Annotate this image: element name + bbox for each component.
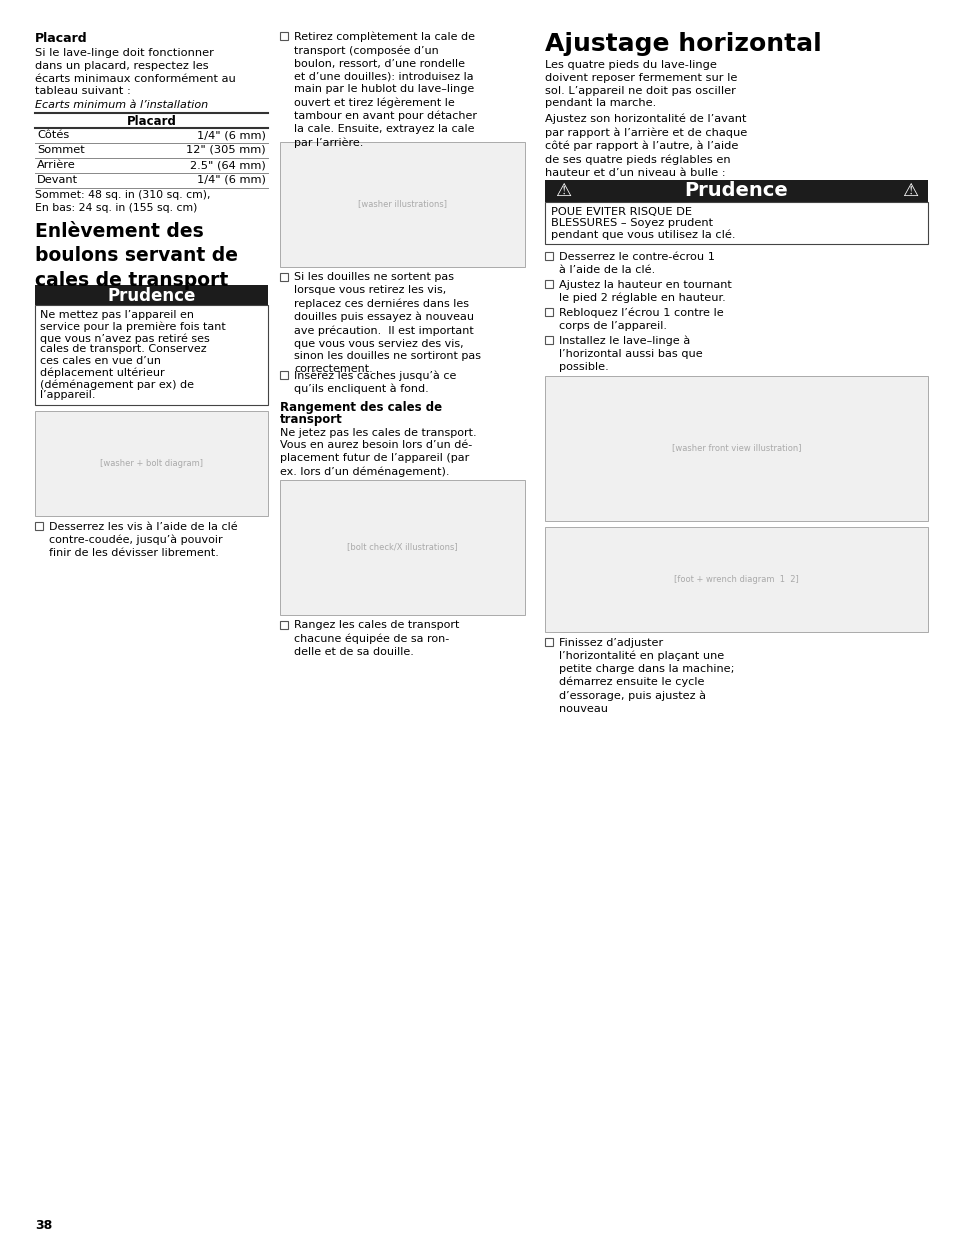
- Text: Prudence: Prudence: [107, 287, 195, 305]
- Text: déplacement ultérieur: déplacement ultérieur: [40, 368, 165, 378]
- Text: transport: transport: [280, 414, 342, 426]
- Bar: [35, 305, 268, 405]
- Text: Placard: Placard: [35, 32, 88, 44]
- Text: Insérez les caches jusqu’à ce
qu’ils encliquent à fond.: Insérez les caches jusqu’à ce qu’ils enc…: [294, 370, 456, 394]
- Text: Desserrez les vis à l’aide de la clé
contre-coudée, jusqu’à pouvoir
finir de les: Desserrez les vis à l’aide de la clé con…: [49, 522, 237, 558]
- Text: Arrière: Arrière: [37, 161, 75, 170]
- Text: Côtés: Côtés: [37, 130, 70, 140]
- Text: Installez le lave–linge à
l’horizontal aussi bas que
possible.: Installez le lave–linge à l’horizontal a…: [558, 336, 702, 372]
- Text: l’appareil.: l’appareil.: [40, 390, 95, 400]
- Bar: [280, 370, 288, 378]
- Bar: [544, 201, 927, 245]
- Bar: [280, 32, 288, 40]
- Text: Ecarts minimum à l’installation: Ecarts minimum à l’installation: [35, 100, 208, 110]
- Bar: [280, 273, 288, 280]
- Text: Retirez complètement la cale de
transport (composée d’un
boulon, ressort, d’une : Retirez complètement la cale de transpor…: [294, 32, 476, 148]
- Text: Placard: Placard: [127, 115, 176, 128]
- Bar: [544, 375, 927, 520]
- Text: 1/4" (6 mm): 1/4" (6 mm): [197, 130, 266, 140]
- Bar: [544, 252, 553, 261]
- Text: (déménagement par ex) de: (déménagement par ex) de: [40, 379, 193, 389]
- Text: Rangez les cales de transport
chacune équipée de sa ron-
delle et de sa douille.: Rangez les cales de transport chacune éq…: [294, 620, 459, 657]
- Text: 2.5" (64 mm): 2.5" (64 mm): [190, 161, 266, 170]
- Bar: [544, 308, 553, 316]
- Text: POUE EVITER RISQUE DE: POUE EVITER RISQUE DE: [551, 206, 691, 216]
- Text: ⚠: ⚠: [901, 182, 917, 200]
- Text: que vous n’avez pas retiré ses: que vous n’avez pas retiré ses: [40, 333, 210, 343]
- Text: Sommet: 48 sq. in (310 sq. cm),
En bas: 24 sq. in (155 sq. cm): Sommet: 48 sq. in (310 sq. cm), En bas: …: [35, 190, 211, 212]
- Text: Les quatre pieds du lave-linge
doivent reposer fermement sur le
sol. L’appareil : Les quatre pieds du lave-linge doivent r…: [544, 61, 737, 109]
- Text: Ajustez la hauteur en tournant
le pied 2 réglable en hauteur.: Ajustez la hauteur en tournant le pied 2…: [558, 280, 731, 304]
- Text: Devant: Devant: [37, 175, 78, 185]
- Bar: [544, 336, 553, 345]
- Text: Desserrez le contre-écrou 1
à l’aide de la clé.: Desserrez le contre-écrou 1 à l’aide de …: [558, 252, 714, 275]
- Bar: [544, 526, 927, 631]
- Bar: [544, 637, 553, 646]
- Text: pendant que vous utilisez la clé.: pendant que vous utilisez la clé.: [551, 230, 735, 240]
- Text: ⚠: ⚠: [555, 182, 571, 200]
- Text: 38: 38: [35, 1219, 52, 1233]
- Text: [washer illustrations]: [washer illustrations]: [357, 200, 447, 209]
- Bar: [544, 179, 927, 201]
- Bar: [35, 411, 268, 516]
- Text: ces cales en vue d’un: ces cales en vue d’un: [40, 356, 161, 366]
- Bar: [280, 479, 524, 615]
- Text: Ne mettez pas l’appareil en: Ne mettez pas l’appareil en: [40, 310, 193, 320]
- Text: Rebloquez l’écrou 1 contre le
corps de l’appareil.: Rebloquez l’écrou 1 contre le corps de l…: [558, 308, 723, 331]
- Bar: [35, 522, 43, 530]
- Bar: [35, 285, 268, 305]
- Text: BLESSURES – Soyez prudent: BLESSURES – Soyez prudent: [551, 219, 713, 228]
- Text: Ne jetez pas les cales de transport.
Vous en aurez besoin lors d’un dé-
placemen: Ne jetez pas les cales de transport. Vou…: [280, 427, 476, 477]
- Bar: [544, 280, 553, 288]
- Text: Enlèvement des
boulons servant de
cales de transport: Enlèvement des boulons servant de cales …: [35, 222, 237, 289]
- Text: cales de transport. Conservez: cales de transport. Conservez: [40, 345, 207, 354]
- Text: service pour la première fois tant: service pour la première fois tant: [40, 321, 226, 332]
- Text: Ajustez son horizontalité de l’avant
par rapport à l’arrière et de chaque
côté p: Ajustez son horizontalité de l’avant par…: [544, 114, 746, 178]
- Text: [washer + bolt diagram]: [washer + bolt diagram]: [100, 459, 203, 468]
- Bar: [280, 620, 288, 629]
- Text: Finissez d’adjuster
l’horizontalité en plaçant une
petite charge dans la machine: Finissez d’adjuster l’horizontalité en p…: [558, 637, 734, 714]
- Text: Ajustage horizontal: Ajustage horizontal: [544, 32, 821, 56]
- Text: 12" (305 mm): 12" (305 mm): [186, 144, 266, 156]
- Text: [bolt check/X illustrations]: [bolt check/X illustrations]: [347, 542, 457, 552]
- Text: Si le lave-linge doit fonctionner
dans un placard, respectez les
écarts minimaux: Si le lave-linge doit fonctionner dans u…: [35, 48, 235, 96]
- Text: 1/4" (6 mm): 1/4" (6 mm): [197, 175, 266, 185]
- Text: Sommet: Sommet: [37, 144, 85, 156]
- Text: Si les douilles ne sortent pas
lorsque vous retirez les vis,
replacez ces dernié: Si les douilles ne sortent pas lorsque v…: [294, 273, 480, 374]
- Bar: [280, 142, 524, 267]
- Text: [foot + wrench diagram  1  2]: [foot + wrench diagram 1 2]: [674, 574, 798, 583]
- Text: [washer front view illustration]: [washer front view illustration]: [671, 443, 801, 452]
- Text: Rangement des cales de: Rangement des cales de: [280, 401, 441, 415]
- Text: Prudence: Prudence: [684, 182, 787, 200]
